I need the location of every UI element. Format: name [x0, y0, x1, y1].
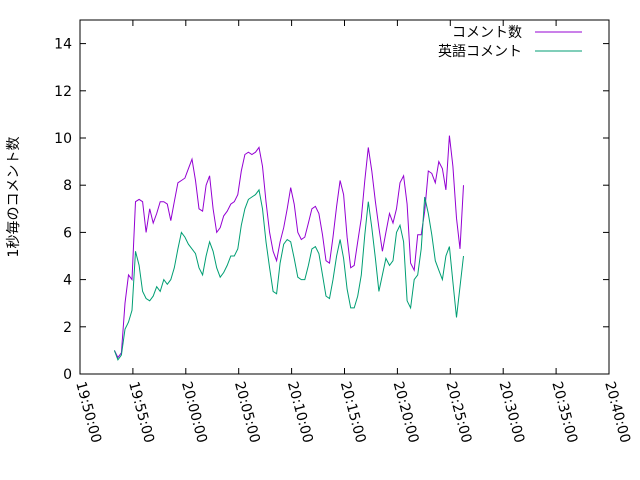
series-layer: [113, 135, 464, 361]
x-tick-label: 20:00:00: [178, 380, 210, 445]
series-line-2: [113, 188, 464, 361]
x-tick-label: 20:05:00: [231, 380, 263, 445]
y-tick-label: 2: [63, 320, 72, 336]
x-tick-label: 20:25:00: [443, 380, 475, 445]
plot-border: [79, 19, 610, 375]
y-tick-label: 4: [63, 273, 72, 289]
y-tick-label: 6: [63, 225, 72, 241]
plot-frame: [79, 19, 610, 375]
series-line-1: [113, 135, 464, 359]
x-tick-label: 20:10:00: [284, 380, 316, 445]
x-tick-label: 20:30:00: [495, 380, 527, 445]
y-tick-label: 8: [63, 178, 72, 194]
x-tick-label: 19:50:00: [72, 380, 104, 445]
y-tick-label: 10: [54, 131, 72, 147]
y-axis: 0 2 4 6 8 10 12 14: [54, 37, 609, 383]
legend-label: 英語コメント: [438, 43, 522, 60]
y-tick-label: 14: [54, 37, 72, 53]
x-tick-label: 20:15:00: [337, 380, 369, 445]
x-axis: 19:50:00 19:55:00 20:00:00 20:05:00 20:10:00…: [72, 20, 633, 445]
y-tick-label: 12: [54, 84, 72, 100]
y-axis-label: 1秒毎のコメント数: [6, 137, 22, 258]
x-tick-label: 19:55:00: [125, 380, 157, 445]
x-tick-label: 20:40:00: [601, 380, 633, 445]
legend-label: コメント数: [452, 25, 522, 41]
x-tick-label: 20:20:00: [390, 380, 422, 445]
x-tick-label: 20:35:00: [548, 380, 580, 445]
y-tick-label: 0: [63, 367, 72, 383]
